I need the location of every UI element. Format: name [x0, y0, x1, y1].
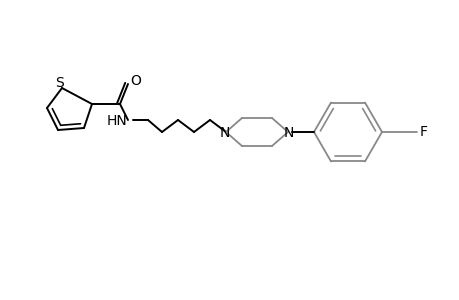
Text: N: N — [219, 126, 230, 140]
Text: N: N — [283, 126, 294, 140]
Text: F: F — [419, 125, 427, 139]
Text: HN: HN — [106, 114, 127, 128]
Text: S: S — [56, 76, 64, 90]
Text: O: O — [130, 74, 140, 88]
